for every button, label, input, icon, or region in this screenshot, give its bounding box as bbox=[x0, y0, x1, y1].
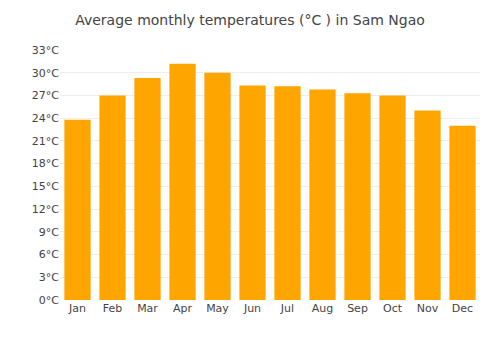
svg-text:21°C: 21°C bbox=[32, 135, 59, 148]
svg-text:3°C: 3°C bbox=[39, 271, 59, 284]
svg-text:33°C: 33°C bbox=[32, 44, 59, 57]
svg-text:15°C: 15°C bbox=[32, 180, 59, 193]
svg-text:Mar: Mar bbox=[137, 302, 158, 315]
svg-text:Apr: Apr bbox=[173, 302, 193, 315]
svg-text:12°C: 12°C bbox=[32, 203, 59, 216]
svg-text:Nov: Nov bbox=[417, 302, 439, 315]
svg-text:Oct: Oct bbox=[383, 302, 403, 315]
svg-text:30°C: 30°C bbox=[32, 67, 59, 80]
svg-text:Average monthly temperatures (: Average monthly temperatures (°C ) in Sa… bbox=[75, 12, 425, 28]
svg-text:27°C: 27°C bbox=[32, 89, 59, 102]
svg-text:Jan: Jan bbox=[68, 302, 86, 315]
svg-text:24°C: 24°C bbox=[32, 112, 59, 125]
svg-text:Feb: Feb bbox=[103, 302, 122, 315]
svg-text:Dec: Dec bbox=[452, 302, 473, 315]
svg-text:0°C: 0°C bbox=[39, 294, 59, 307]
svg-text:6°C: 6°C bbox=[39, 248, 59, 261]
svg-text:Aug: Aug bbox=[312, 302, 333, 315]
svg-text:18°C: 18°C bbox=[32, 157, 59, 170]
svg-text:Sep: Sep bbox=[347, 302, 368, 315]
svg-text:Jun: Jun bbox=[243, 302, 261, 315]
svg-text:Jul: Jul bbox=[280, 302, 294, 315]
svg-text:May: May bbox=[206, 302, 229, 315]
svg-text:9°C: 9°C bbox=[39, 226, 59, 239]
